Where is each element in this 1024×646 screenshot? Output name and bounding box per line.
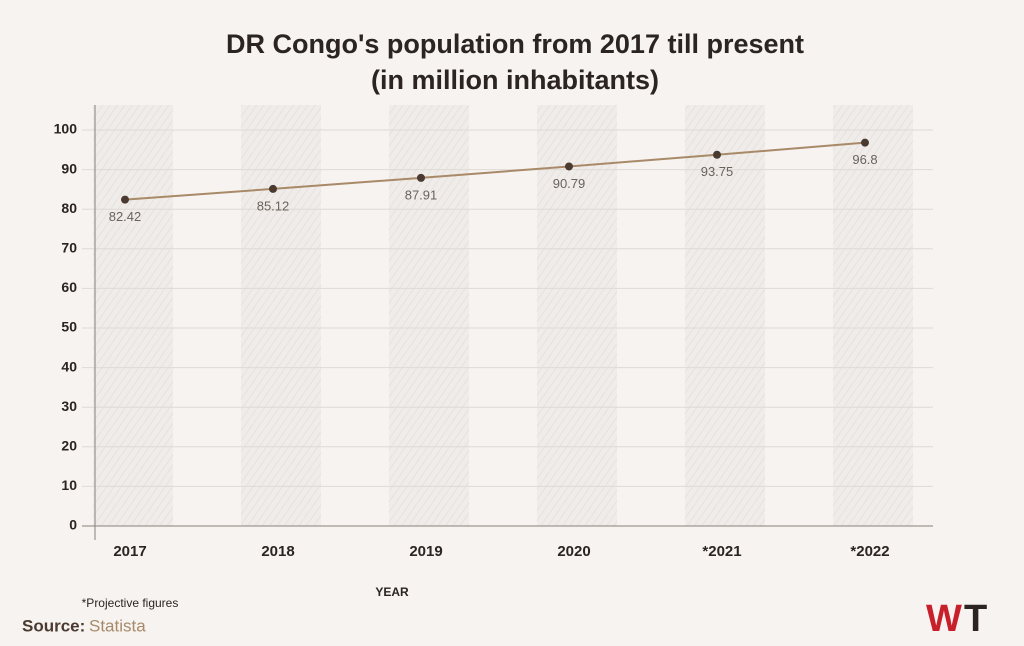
y-tick-label: 60 [61, 279, 77, 295]
x-axis-label: YEAR [375, 585, 409, 599]
y-tick-label: 20 [61, 438, 77, 454]
x-tick-label: *2021 [702, 543, 741, 560]
chart-title: (in million inhabitants) [371, 65, 659, 95]
column-band [833, 105, 913, 526]
source: Statista [89, 616, 146, 635]
y-tick-label: 50 [61, 319, 77, 335]
logo: W [926, 598, 962, 640]
point [713, 150, 721, 159]
y-tick-label: 80 [61, 200, 77, 216]
source-label: Source: [22, 616, 85, 635]
x-tick-label: 2017 [113, 543, 146, 560]
x-tick-label: 2020 [557, 543, 590, 560]
column-band [537, 105, 617, 526]
point [269, 184, 277, 193]
logo: T [964, 598, 987, 640]
point [565, 162, 573, 171]
y-tick-label: 0 [69, 517, 77, 533]
data-label: 96.8 [852, 152, 877, 167]
data-label: 82.42 [109, 209, 142, 224]
point [121, 195, 129, 204]
x-tick-label: *2022 [850, 543, 889, 560]
column-band [93, 105, 173, 526]
line [124, 141, 866, 201]
point [861, 138, 869, 147]
data-label: 90.79 [553, 176, 586, 191]
column-band [685, 105, 765, 526]
column-band [241, 105, 321, 526]
x-tick-label: 2018 [261, 543, 294, 560]
y-tick-label: 30 [61, 398, 77, 414]
column-band [389, 105, 469, 526]
data-label: 87.91 [405, 187, 438, 202]
footnote: *Projective figures [82, 596, 179, 610]
data-label: 85.12 [257, 198, 290, 213]
data-label: 93.75 [701, 164, 734, 179]
chart-title: DR Congo's population from 2017 till pre… [226, 29, 804, 59]
y-tick-label: 90 [61, 160, 77, 176]
y-tick-label: 70 [61, 240, 77, 256]
y-tick-label: 100 [54, 121, 78, 137]
y-tick-label: 10 [61, 477, 77, 493]
x-tick-label: 2019 [409, 543, 442, 560]
y-tick-label: 40 [61, 358, 77, 374]
point [417, 173, 425, 182]
